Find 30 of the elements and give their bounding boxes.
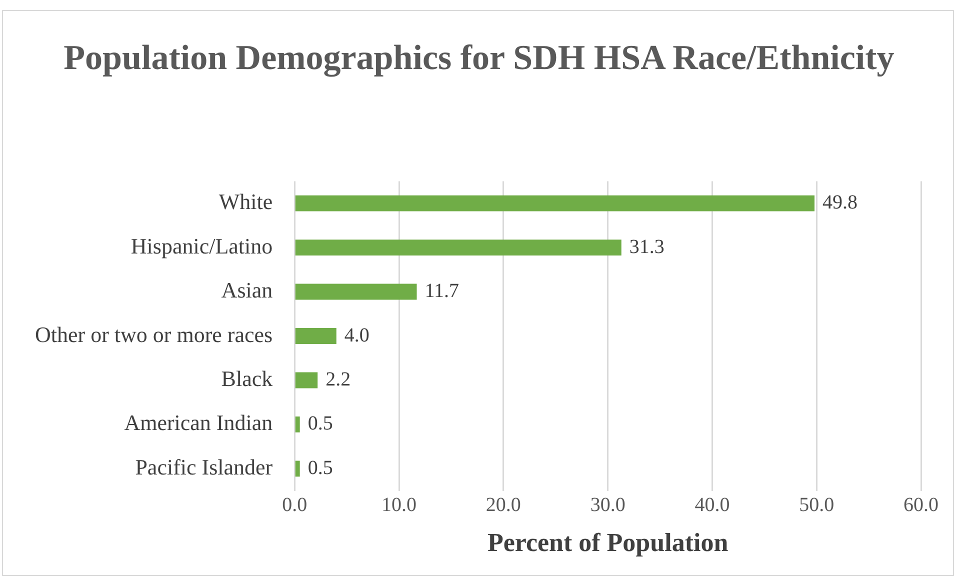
bar	[295, 416, 300, 432]
chart-title: Population Demographics for SDH HSA Race/Ethnicity	[62, 37, 896, 78]
y-tick-label: American Indian	[124, 410, 273, 436]
bar	[295, 372, 318, 388]
y-tick-label: White	[218, 189, 273, 214]
data-label: 4.0	[344, 324, 370, 346]
x-tick-label: 60.0	[904, 494, 938, 516]
bar	[295, 284, 417, 300]
data-label: 0.5	[308, 456, 333, 479]
bar	[295, 195, 815, 212]
x-tick-label: 30.0	[590, 494, 626, 516]
data-label: 0.5	[308, 412, 333, 435]
y-tick-label: Black	[221, 366, 273, 392]
y-tick-label: Asian	[221, 278, 273, 303]
data-label: 49.8	[822, 192, 858, 214]
y-tick-label: Pacific Islander	[135, 454, 274, 480]
bar	[295, 240, 622, 256]
bar	[295, 460, 300, 477]
x-tick-label: 50.0	[799, 494, 834, 516]
data-label: 11.7	[424, 280, 460, 302]
x-axis-title: Percent of Population	[487, 528, 729, 558]
x-tick-label: 10.0	[382, 494, 417, 516]
bar	[295, 328, 336, 344]
x-tick-label: 20.0	[486, 494, 521, 516]
y-tick-label: Other or two or more races	[34, 322, 273, 347]
data-label: 31.3	[629, 236, 664, 258]
x-tick-label: 40.0	[694, 494, 730, 516]
x-tick-label: 0.0	[282, 494, 308, 516]
data-label: 2.2	[326, 368, 351, 390]
y-tick-label: Hispanic/Latino	[130, 233, 273, 258]
